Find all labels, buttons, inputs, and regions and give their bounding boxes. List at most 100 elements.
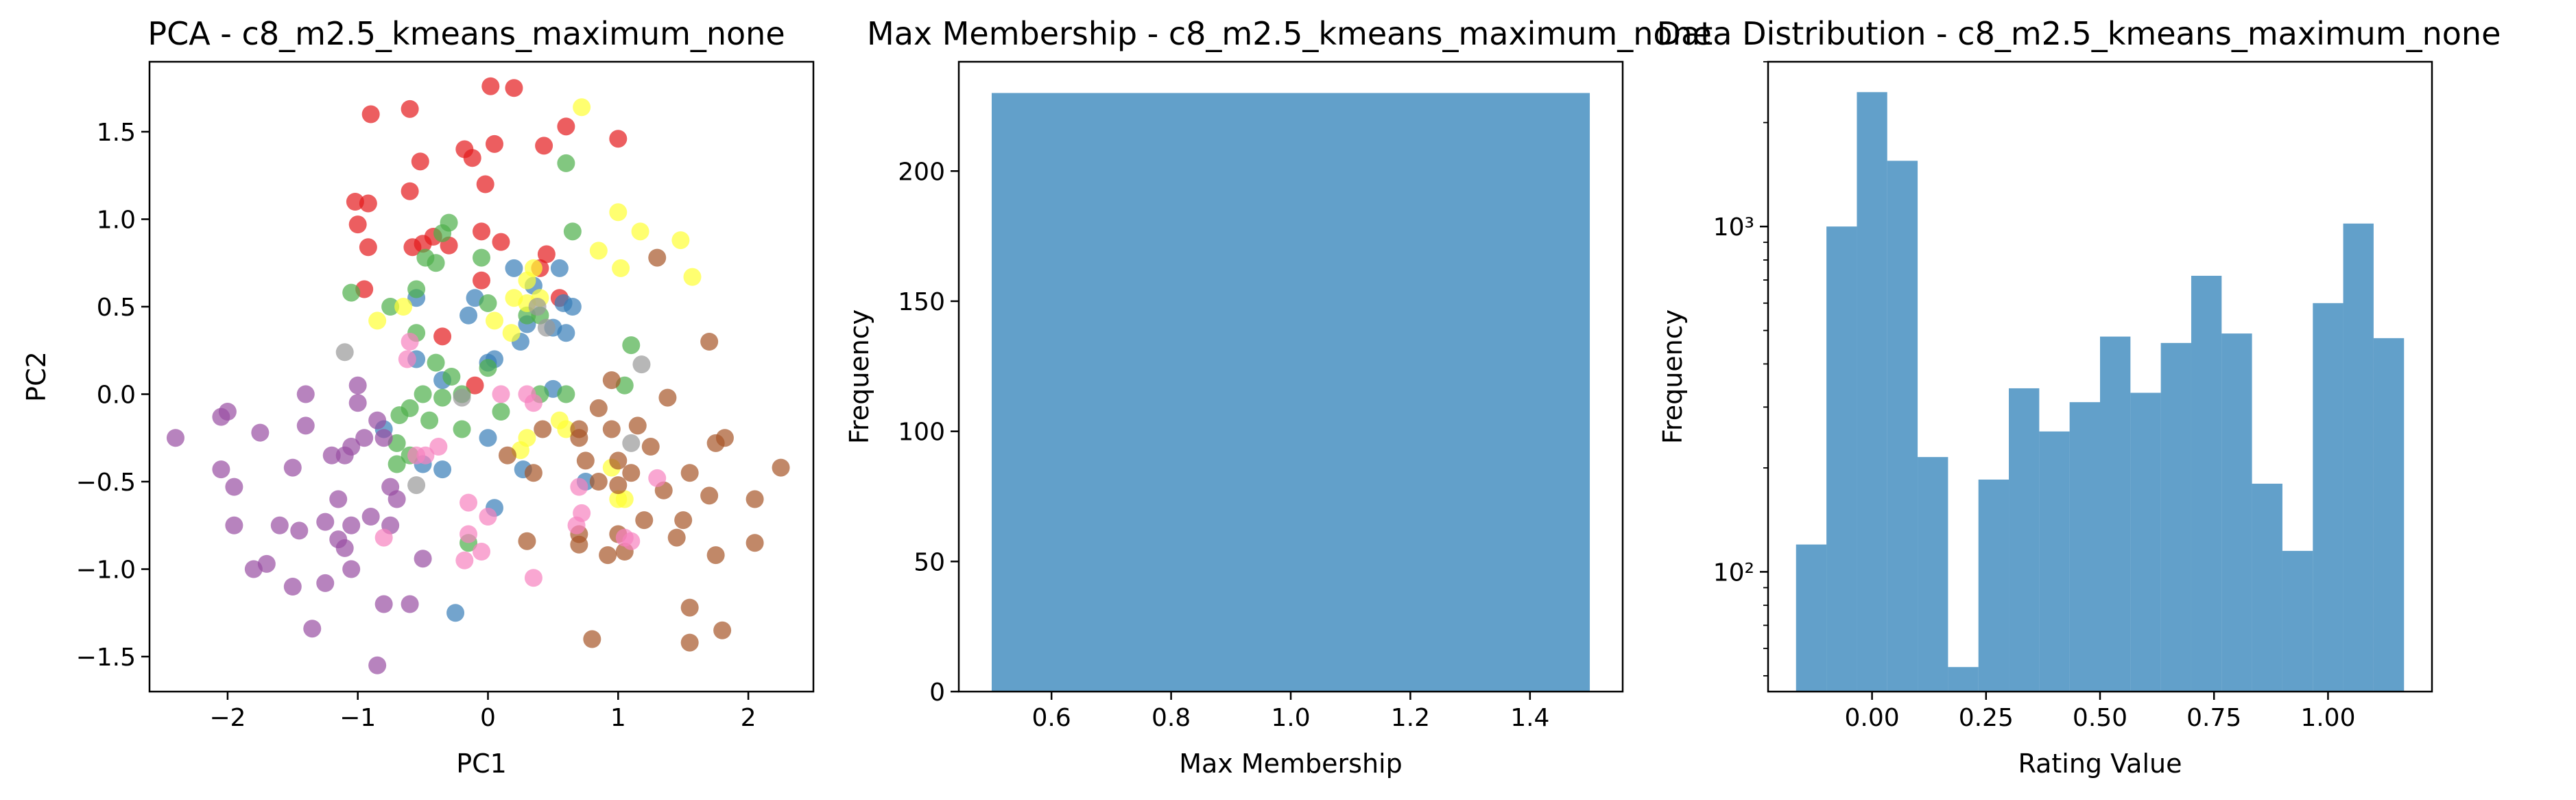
histogram-bar	[2100, 336, 2131, 692]
scatter-point	[671, 231, 690, 250]
scatter-point	[648, 469, 667, 487]
1-y-tick-label: 100	[898, 419, 945, 447]
pca-points	[166, 77, 790, 674]
scatter-point	[446, 604, 465, 622]
scatter-point	[335, 539, 354, 557]
scatter-point	[622, 532, 641, 550]
2-x-tick-label: 0.75	[2186, 704, 2241, 732]
scatter-point	[460, 525, 478, 543]
scatter-point	[612, 259, 630, 277]
scatter-point	[420, 411, 439, 430]
scatter-point	[550, 259, 569, 277]
scatter-point	[492, 385, 510, 403]
scatter-point	[680, 633, 699, 652]
histogram-bar	[2373, 338, 2405, 692]
scatter-point	[342, 438, 361, 456]
membership-plot-frame	[957, 60, 1624, 693]
pca-x-axis-label: PC1	[456, 749, 507, 779]
scatter-point	[387, 490, 406, 508]
scatter-point	[524, 394, 542, 412]
pca-y-ticks: −1.5 −1.0 −0.5 0.0 0.5 1.0 1.5	[76, 119, 150, 672]
scatter-point	[429, 438, 448, 456]
scatter-point	[381, 298, 400, 316]
scatter-point	[557, 154, 575, 172]
1-x-tick-label: 0.6	[1032, 704, 1071, 732]
scatter-point	[615, 490, 634, 508]
scatter-point	[570, 535, 588, 554]
scatter-point	[407, 280, 426, 298]
scatter-point	[589, 473, 608, 491]
scatter-point	[609, 476, 628, 495]
scatter-point	[411, 152, 429, 171]
scatter-point	[342, 516, 361, 534]
scatter-point	[316, 513, 335, 531]
histogram-bar	[1887, 161, 1918, 692]
scatter-point	[476, 175, 494, 193]
scatter-point	[433, 327, 452, 346]
scatter-point	[433, 388, 452, 407]
scatter-point	[361, 105, 380, 123]
scatter-point	[534, 420, 552, 438]
scatter-point	[518, 532, 536, 550]
scatter-point	[374, 595, 393, 613]
distribution-y-ticks: 10² 10³	[1713, 61, 1768, 677]
scatter-point	[407, 476, 426, 495]
scatter-point	[658, 388, 677, 407]
scatter-point	[528, 298, 547, 316]
pca-y-axis-label: PC2	[21, 351, 51, 402]
scatter-point	[563, 298, 582, 316]
scatter-point	[746, 490, 764, 508]
pca-chart-title: PCA - c8_m2.5_kmeans_maximum_none	[147, 15, 785, 52]
0-y-tick-label: −0.5	[76, 469, 136, 497]
scatter-point	[257, 554, 276, 573]
scatter-point	[570, 478, 588, 496]
histogram-bar	[2252, 483, 2282, 692]
pca-x-ticks: −2 −1 0 1 2	[209, 692, 756, 732]
scatter-point	[270, 516, 289, 534]
scatter-point	[348, 376, 367, 395]
scatter-point	[212, 460, 230, 479]
scatter-point	[492, 403, 510, 421]
0-y-tick-label: −1.5	[76, 644, 136, 672]
0-x-tick-label: 2	[741, 704, 756, 732]
scatter-point	[401, 595, 419, 613]
0-y-tick-label: 0.0	[97, 381, 136, 410]
histogram-bar	[1918, 457, 1948, 692]
scatter-point	[368, 411, 387, 430]
scatter-point	[414, 385, 432, 403]
histogram-bar	[991, 93, 1590, 692]
scatter-point	[492, 233, 510, 251]
scatter-point	[374, 528, 393, 547]
scatter-point	[455, 551, 474, 569]
scatter-point	[622, 434, 641, 452]
scatter-point	[524, 569, 542, 587]
scatter-point	[346, 193, 364, 211]
scatter-point	[401, 182, 419, 200]
scatter-point	[368, 656, 387, 674]
scatter-point	[557, 420, 575, 438]
scatter-point	[602, 420, 621, 438]
scatter-point	[225, 516, 243, 534]
scatter-point	[359, 194, 377, 213]
membership-bars	[991, 93, 1590, 692]
scatter-point	[427, 254, 445, 272]
pca-plot-frame	[148, 60, 815, 693]
scatter-point	[632, 355, 651, 374]
0-x-tick-label: −1	[339, 704, 376, 732]
1-x-tick-label: 0.8	[1152, 704, 1191, 732]
scatter-point	[342, 283, 361, 302]
scatter-point	[602, 371, 621, 390]
scatter-point	[641, 438, 660, 456]
data-distribution-panel: Data Distribution - c8_m2.5_kmeans_maxim…	[1657, 15, 2501, 779]
scatter-point	[401, 99, 419, 118]
scatter-point	[485, 134, 503, 153]
scatter-point	[427, 353, 445, 372]
scatter-point	[466, 376, 484, 395]
0-x-tick-label: 1	[610, 704, 626, 732]
scatter-point	[473, 543, 490, 561]
scatter-point	[537, 245, 556, 263]
scatter-point	[479, 508, 497, 526]
scatter-point	[535, 137, 553, 155]
distribution-chart-title: Data Distribution - c8_m2.5_kmeans_maxim…	[1657, 15, 2501, 52]
